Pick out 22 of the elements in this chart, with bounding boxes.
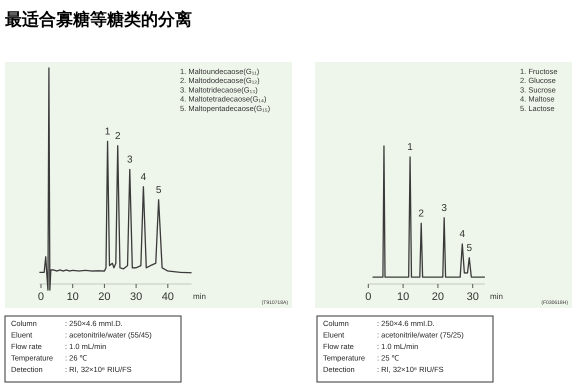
x-tick-label: 0 (38, 291, 44, 303)
x-tick-label: 30 (466, 291, 479, 303)
x-axis-title: min (193, 292, 206, 301)
x-tick-label: 0 (365, 291, 372, 303)
annotation: 1 (104, 126, 111, 138)
x-tick-label: 20 (98, 291, 111, 303)
annotation: 5 (156, 184, 162, 196)
annotation: 3 (126, 154, 133, 166)
annotation: 3 (441, 202, 448, 214)
x-tick-label: 10 (396, 291, 410, 303)
x-tick-label: 40 (162, 291, 174, 303)
annotation: 2 (418, 208, 424, 220)
annotation: 5 (466, 242, 472, 254)
annotation: 1 (407, 142, 414, 154)
annotation: 4 (140, 172, 147, 183)
chart-title: 最适合寡糖等糖类的分离 (4, 10, 192, 30)
x-axis-title: min (490, 292, 503, 301)
annotation: 2 (114, 130, 121, 142)
x-tick-label: 10 (66, 291, 79, 303)
annotation: 4 (459, 228, 466, 240)
x-tick-label: 30 (130, 291, 142, 303)
x-tick-label: 20 (432, 291, 444, 303)
